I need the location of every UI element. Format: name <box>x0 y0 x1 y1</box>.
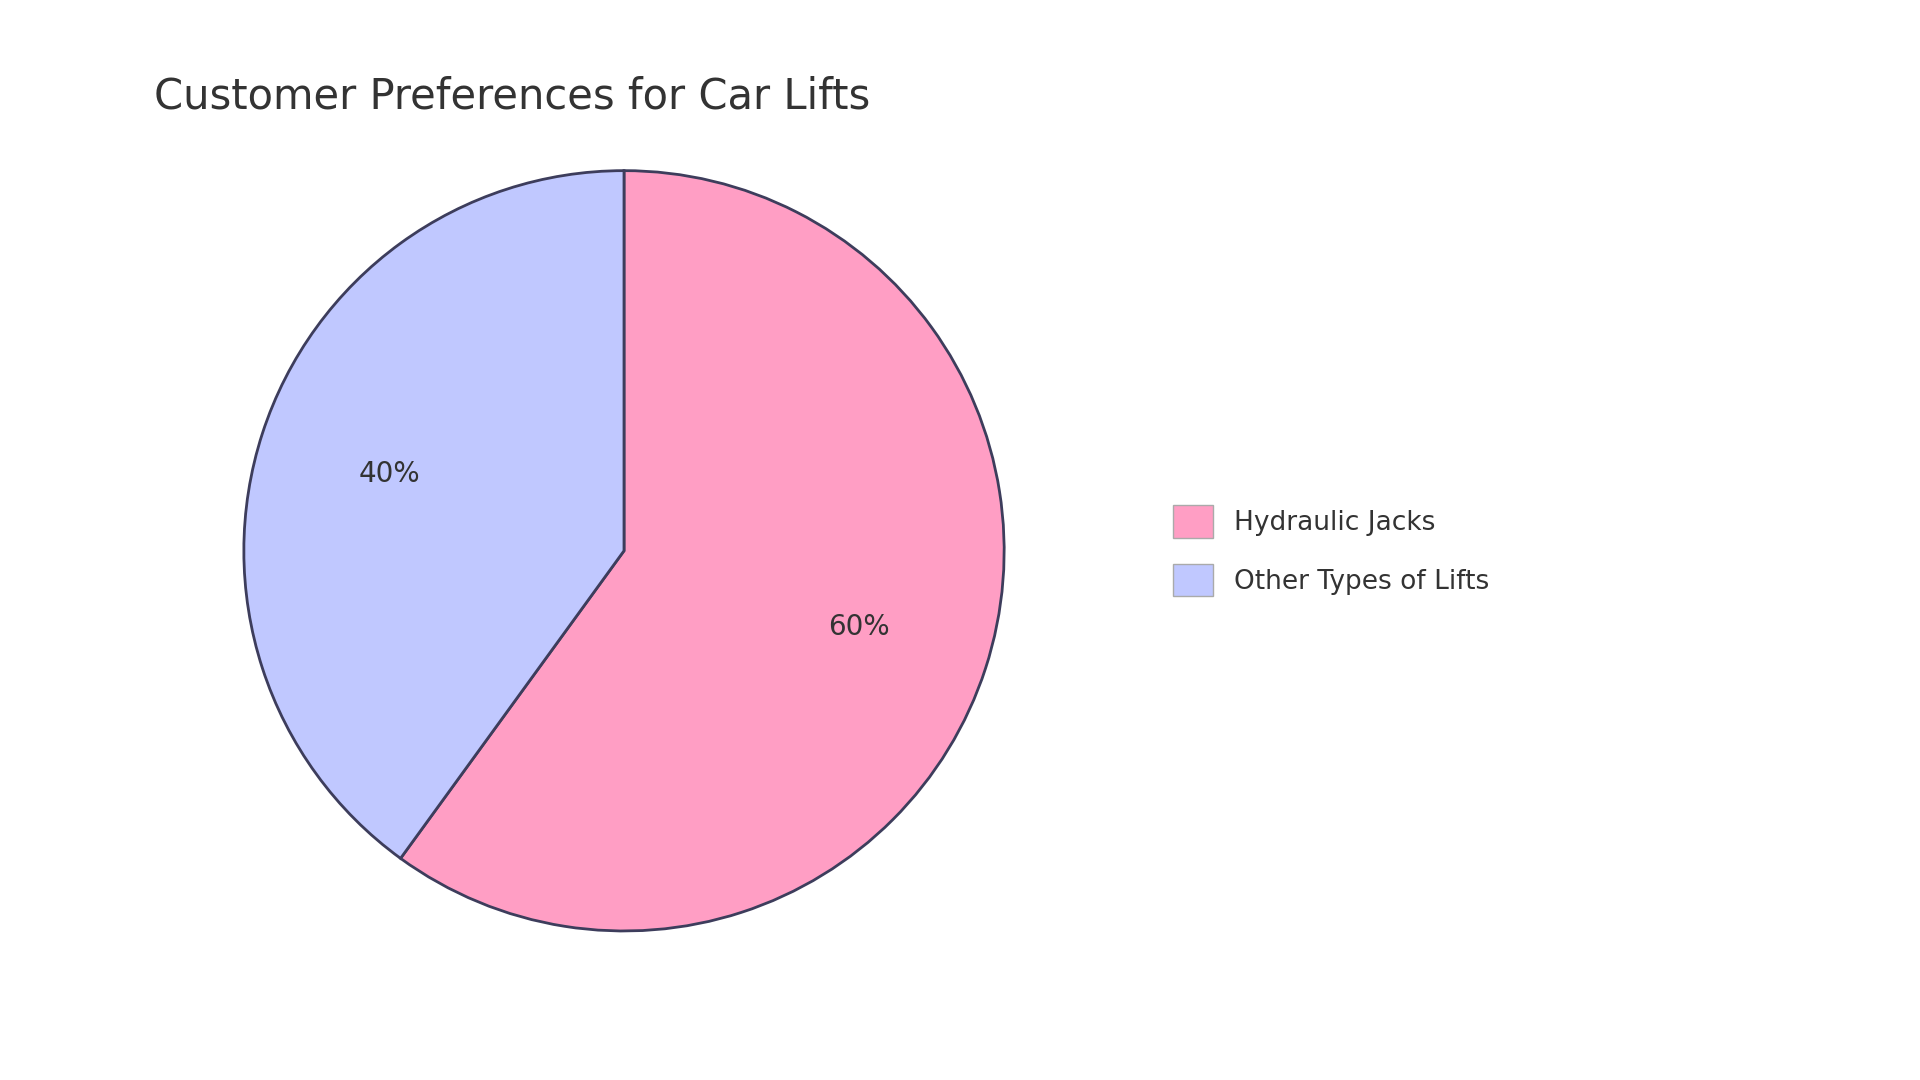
Legend: Hydraulic Jacks, Other Types of Lifts: Hydraulic Jacks, Other Types of Lifts <box>1160 492 1501 609</box>
Text: Customer Preferences for Car Lifts: Customer Preferences for Car Lifts <box>154 76 870 118</box>
Wedge shape <box>401 171 1004 931</box>
Wedge shape <box>244 171 624 859</box>
Text: 40%: 40% <box>359 460 420 488</box>
Text: 60%: 60% <box>828 613 889 642</box>
